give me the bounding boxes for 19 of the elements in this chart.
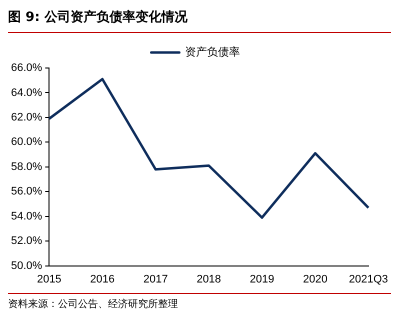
legend-label: 资产负债率: [184, 46, 240, 59]
x-tick-label: 2020: [302, 273, 328, 286]
x-tick-label: 2015: [36, 273, 62, 286]
y-tick-label: 58.0%: [10, 160, 42, 173]
y-tick-label: 60.0%: [10, 136, 42, 148]
x-tick-label: 2016: [90, 273, 115, 286]
y-tick-label: 62.0%: [10, 111, 42, 124]
y-tick-label: 52.0%: [10, 235, 42, 248]
y-tick-label: 54.0%: [10, 210, 42, 222]
x-tick-label: 2017: [143, 273, 168, 286]
x-tick-label: 2018: [196, 273, 222, 286]
x-tick-label: 2021Q3: [348, 273, 388, 286]
y-tick-label: 56.0%: [10, 186, 42, 198]
y-tick-label: 50.0%: [10, 260, 42, 272]
text: 资料来源：公司公告、经济研究所整理: [8, 293, 391, 311]
y-tick-label: 64.0%: [10, 86, 42, 99]
y-tick-label: 66.0%: [10, 62, 42, 74]
chart-title: 图 9: 公司资产负债率变化情况: [8, 8, 391, 33]
x-tick-label: 2019: [250, 273, 274, 286]
